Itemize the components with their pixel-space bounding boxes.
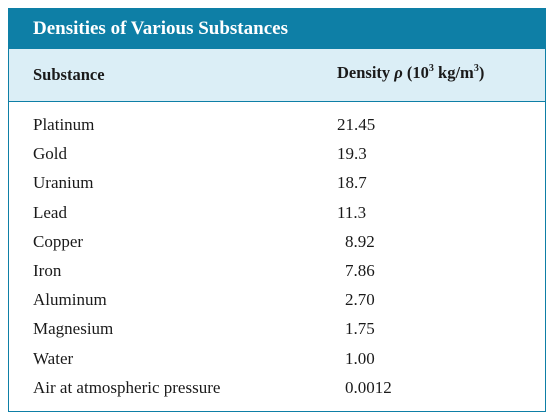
cell-substance: Aluminum bbox=[33, 290, 107, 310]
table-row: Magnesium 1.75 bbox=[9, 315, 545, 344]
table-row: Aluminum 2.70 bbox=[9, 286, 545, 315]
table-row: Iron 7.86 bbox=[9, 257, 545, 286]
table-row: Copper 8.92 bbox=[9, 228, 545, 257]
cell-density: 11.3 bbox=[337, 202, 367, 222]
cell-substance: Copper bbox=[33, 231, 84, 251]
table-body: Platinum 21.45 Gold 19.3 Uranium 18.7 Le… bbox=[9, 102, 545, 403]
cell-density: 2.70 bbox=[345, 290, 375, 310]
table-row: Uranium 18.7 bbox=[9, 169, 545, 198]
header-density-prefix: Density bbox=[337, 63, 395, 82]
header-density-unit-b: kg/m bbox=[433, 63, 474, 82]
table-row: Water 1.00 bbox=[9, 345, 545, 374]
table-row: Air at atmospheric pressure 0.0012 bbox=[9, 374, 545, 403]
table-row: Gold 19.3 bbox=[9, 140, 545, 169]
cell-density: 19.3 bbox=[337, 144, 367, 164]
header-density-exp-a: 3 bbox=[428, 63, 434, 74]
table-row: Platinum 21.45 bbox=[9, 111, 545, 140]
header-density: Density ρ (103 kg/m3) bbox=[337, 63, 484, 83]
table-row: Lead 11.3 bbox=[9, 199, 545, 228]
cell-density: 21.45 bbox=[337, 115, 376, 134]
cell-substance: Gold bbox=[33, 144, 67, 164]
cell-substance: Air at atmospheric pressure bbox=[33, 377, 221, 397]
cell-substance: Magnesium bbox=[33, 319, 114, 339]
cell-density: 0.0012 bbox=[345, 377, 392, 397]
header-substance: Substance bbox=[33, 65, 105, 84]
cell-density: 8.92 bbox=[345, 231, 375, 251]
cell-substance: Uranium bbox=[33, 173, 94, 193]
cell-density: 7.86 bbox=[345, 260, 375, 280]
table-header-row: Substance Density ρ (103 kg/m3) bbox=[9, 49, 545, 102]
cell-substance: Water bbox=[33, 348, 74, 368]
cell-substance: Iron bbox=[33, 260, 62, 280]
cell-substance: Platinum bbox=[33, 115, 95, 134]
cell-substance: Lead bbox=[33, 202, 67, 222]
table-title: Densities of Various Substances bbox=[9, 9, 545, 49]
header-density-unit-a: (10 bbox=[402, 63, 429, 82]
header-density-symbol: ρ bbox=[394, 63, 403, 82]
cell-density: 18.7 bbox=[337, 173, 367, 193]
density-table: Densities of Various Substances Substanc… bbox=[8, 8, 546, 412]
header-density-exp-b: 3 bbox=[473, 63, 479, 74]
header-density-unit-c: ) bbox=[478, 63, 485, 82]
cell-density: 1.75 bbox=[345, 319, 375, 339]
cell-density: 1.00 bbox=[345, 348, 375, 368]
